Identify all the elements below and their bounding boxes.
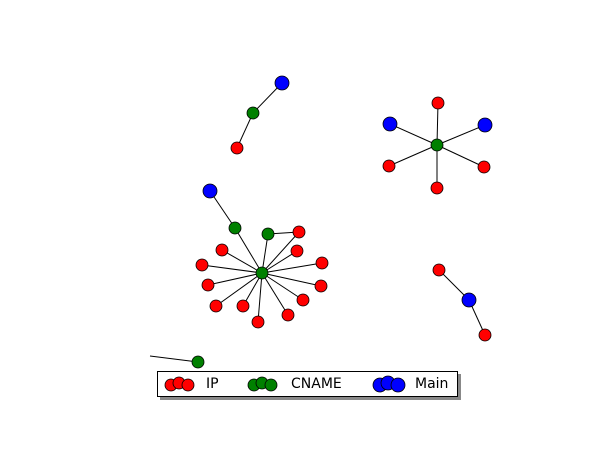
edge — [201, 264, 263, 274]
legend-dot-cname — [264, 378, 278, 392]
legend-label-main: Main — [415, 376, 449, 392]
main-node — [274, 75, 290, 91]
edge — [261, 262, 323, 274]
main-node — [477, 117, 493, 133]
edge — [261, 272, 304, 301]
edge — [215, 272, 263, 307]
edge — [261, 233, 269, 274]
edge — [261, 272, 322, 287]
ip-node — [432, 263, 446, 277]
ip-node — [382, 159, 396, 173]
graph-edges — [149, 82, 486, 363]
edge — [389, 123, 438, 146]
edge — [388, 144, 438, 167]
cname-node — [246, 106, 260, 120]
edge — [261, 231, 300, 274]
edge — [209, 190, 236, 229]
ip-node — [431, 96, 445, 110]
cname-node — [430, 138, 444, 152]
legend-marker-cname — [247, 376, 278, 392]
ip-node — [215, 243, 229, 257]
edge — [236, 112, 254, 149]
ip-node — [236, 299, 250, 313]
edge — [436, 144, 485, 168]
legend-dot-main — [390, 377, 406, 393]
ip-node — [201, 278, 215, 292]
edge — [149, 355, 199, 363]
cname-node — [191, 355, 205, 369]
legend-marker-ip — [164, 376, 195, 392]
main-node — [382, 116, 398, 132]
legend: IP CNAME Main — [157, 371, 458, 397]
legend-label-cname: CNAME — [291, 376, 342, 392]
ip-node — [290, 244, 304, 258]
edge — [261, 250, 298, 274]
main-node — [461, 292, 477, 308]
legend-dot-ip — [181, 378, 195, 392]
edge — [207, 272, 263, 286]
ip-node — [195, 258, 209, 272]
cname-node — [261, 227, 275, 241]
edge — [436, 102, 439, 146]
edge — [261, 272, 289, 316]
ip-node — [292, 225, 306, 239]
legend-label-ip: IP — [206, 376, 219, 392]
ip-node — [209, 299, 223, 313]
ip-node — [251, 315, 265, 329]
cname-node — [228, 221, 242, 235]
edge — [221, 249, 263, 274]
ip-node — [477, 160, 491, 174]
edge — [257, 272, 263, 323]
main-node — [202, 183, 218, 199]
ip-node — [430, 181, 444, 195]
edge — [436, 124, 486, 146]
ip-node — [230, 141, 244, 155]
cname-node — [255, 266, 269, 280]
ip-node — [315, 256, 329, 270]
ip-node — [296, 293, 310, 307]
edge — [234, 227, 263, 274]
graph-nodes — [191, 75, 493, 369]
legend-marker-main — [372, 375, 406, 393]
ip-node — [281, 308, 295, 322]
ip-node — [314, 279, 328, 293]
ip-node — [478, 328, 492, 342]
